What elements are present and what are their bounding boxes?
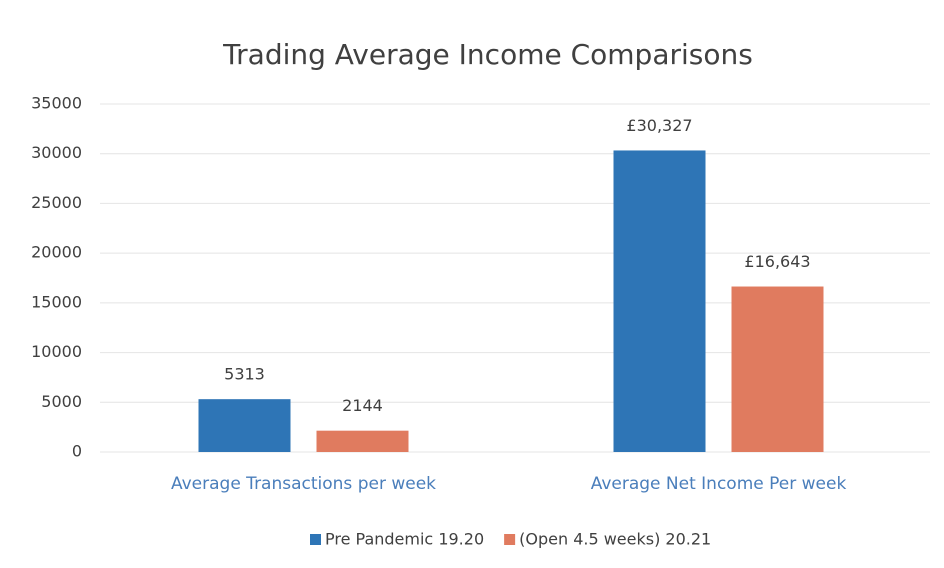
- data-label: £16,643: [744, 252, 810, 271]
- legend-swatch: [504, 534, 516, 545]
- legend-label: (Open 4.5 weeks) 20.21: [519, 530, 711, 549]
- chart-title: Trading Average Income Comparisons: [222, 38, 753, 71]
- data-label: 2144: [342, 396, 383, 415]
- x-tick-label: Average Transactions per week: [171, 474, 436, 494]
- y-tick-label: 20000: [31, 243, 82, 262]
- bar: [613, 150, 706, 453]
- y-tick-label: 30000: [31, 143, 82, 162]
- y-tick-label: 0: [72, 442, 82, 461]
- data-label: 5313: [224, 365, 265, 384]
- bar: [198, 399, 291, 452]
- y-tick-label: 15000: [31, 292, 82, 311]
- y-tick-label: 10000: [31, 342, 82, 361]
- y-tick-label: 25000: [31, 193, 82, 212]
- data-label: £30,327: [626, 116, 692, 135]
- y-tick-label: 35000: [31, 94, 82, 113]
- legend-swatch: [310, 534, 321, 545]
- legend-label: Pre Pandemic 19.20: [325, 530, 484, 549]
- bar: [731, 286, 824, 452]
- x-tick-label: Average Net Income Per week: [591, 474, 847, 494]
- y-tick-label: 5000: [41, 392, 82, 411]
- bar: [316, 430, 409, 452]
